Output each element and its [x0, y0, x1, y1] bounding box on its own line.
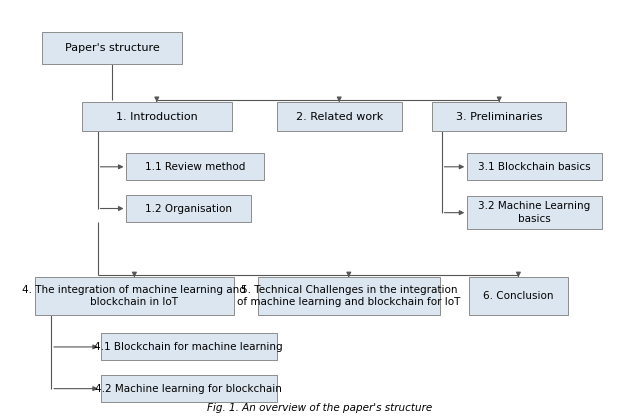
FancyBboxPatch shape [100, 334, 277, 360]
Text: 5. Technical Challenges in the integration
of machine learning and blockchain fo: 5. Technical Challenges in the integrati… [237, 285, 461, 307]
FancyBboxPatch shape [467, 196, 602, 229]
FancyBboxPatch shape [127, 195, 251, 222]
Text: Paper's structure: Paper's structure [65, 43, 159, 53]
Text: 3.1 Blockchain basics: 3.1 Blockchain basics [478, 162, 591, 172]
FancyBboxPatch shape [42, 33, 182, 63]
FancyBboxPatch shape [468, 277, 568, 315]
Text: 6. Conclusion: 6. Conclusion [483, 291, 554, 301]
Text: 3. Preliminaries: 3. Preliminaries [456, 112, 543, 122]
FancyBboxPatch shape [432, 102, 566, 131]
FancyBboxPatch shape [467, 153, 602, 180]
FancyBboxPatch shape [100, 375, 277, 402]
FancyBboxPatch shape [35, 277, 234, 315]
Text: 1.2 Organisation: 1.2 Organisation [145, 203, 232, 214]
Text: 2. Related work: 2. Related work [296, 112, 383, 122]
Text: 4.1 Blockchain for machine learning: 4.1 Blockchain for machine learning [95, 342, 283, 352]
Text: 1.1 Review method: 1.1 Review method [145, 162, 245, 172]
Text: 1. Introduction: 1. Introduction [116, 112, 198, 122]
Text: 4. The integration of machine learning and
blockchain in IoT: 4. The integration of machine learning a… [22, 285, 246, 307]
FancyBboxPatch shape [82, 102, 232, 131]
Text: Fig. 1. An overview of the paper's structure: Fig. 1. An overview of the paper's struc… [207, 403, 433, 413]
FancyBboxPatch shape [277, 102, 402, 131]
FancyBboxPatch shape [127, 153, 264, 180]
FancyBboxPatch shape [258, 277, 440, 315]
Text: 3.2 Machine Learning
basics: 3.2 Machine Learning basics [478, 201, 591, 224]
Text: 4.2 Machine learning for blockchain: 4.2 Machine learning for blockchain [95, 384, 282, 394]
